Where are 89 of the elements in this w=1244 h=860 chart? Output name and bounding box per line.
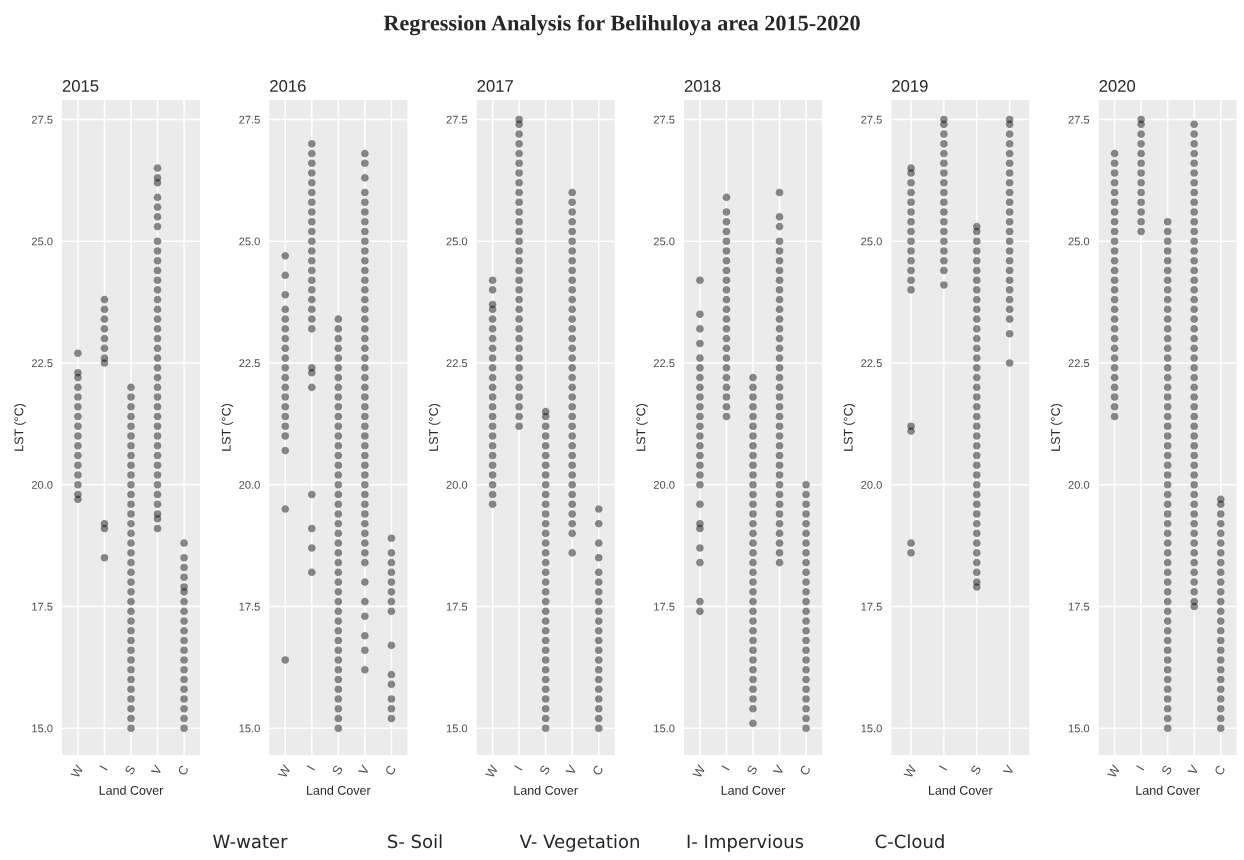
x-tick-label: I [306, 765, 315, 771]
y-tick-label: 15.0 [446, 724, 468, 733]
y-tick-label: 15.0 [239, 724, 260, 733]
y-tick-label: 22.5 [239, 359, 260, 368]
y-tick-label: 25.0 [31, 237, 53, 246]
x-tick-label: C [384, 764, 397, 776]
y-tick-label: 27.5 [1068, 115, 1090, 124]
y-tick-label: 17.5 [239, 602, 260, 611]
y-tick-label: 17.5 [654, 602, 675, 611]
text: W-water [213, 834, 288, 849]
y-tick-label: 17.5 [446, 602, 468, 611]
text: I- Impervious [687, 834, 804, 852]
x-tick-label: V [150, 764, 163, 776]
chart-title: 2015 [62, 80, 99, 92]
y-tick-label: 17.5 [32, 602, 53, 611]
x-tick-label: C [592, 764, 604, 776]
y-tick-label: 17.5 [861, 602, 882, 611]
x-tick-label: S [539, 764, 551, 776]
y-tick-label: 15.0 [1068, 724, 1090, 733]
y-tick-label: 22.5 [861, 359, 882, 368]
y-tick-label: 20.0 [31, 480, 53, 489]
text: S- Soil [388, 834, 442, 849]
y-axis-title: LST (°C) [221, 404, 234, 451]
y-tick-label: 20.0 [446, 480, 468, 489]
y-tick-label: 15.0 [654, 724, 675, 733]
x-tick-label: S [1161, 764, 1173, 776]
y-tick-label: 25.0 [653, 237, 675, 246]
text: Regression Analysis for Belihuloya area 2015-2020 [383, 14, 860, 36]
y-axis-title: LST (°C) [1050, 404, 1063, 451]
y-tick-label: 20.0 [653, 480, 675, 489]
x-tick-label: I [721, 765, 730, 771]
x-tick-label: S [746, 764, 758, 776]
chart-title: 2016 [270, 80, 306, 92]
x-tick-label: I [514, 765, 523, 771]
x-axis-title: Land Cover [929, 785, 993, 795]
y-tick-label: 27.5 [31, 115, 53, 124]
chart-title: 2017 [477, 80, 513, 92]
x-tick-label: S [970, 764, 982, 776]
x-tick-label: V [1002, 764, 1015, 776]
y-tick-label: 25.0 [446, 237, 468, 246]
y-tick-label: 25.0 [1068, 237, 1090, 246]
x-tick-label: S [331, 764, 344, 776]
x-tick-label: C [799, 764, 811, 776]
y-tick-label: 15.0 [32, 724, 53, 733]
x-tick-label: W [903, 764, 917, 779]
chart-title: 2019 [892, 80, 928, 92]
x-tick-label: I [938, 765, 947, 771]
x-tick-label: W [692, 764, 706, 779]
y-tick-label: 22.5 [446, 359, 468, 368]
x-tick-label: W [1107, 764, 1121, 779]
y-tick-label: 22.5 [31, 359, 53, 368]
x-tick-label: V [358, 764, 370, 776]
x-tick-label: W [70, 764, 84, 779]
y-tick-label: 27.5 [239, 115, 260, 124]
y-axis-title: LST (°C) [14, 404, 26, 451]
y-tick-label: 22.5 [1068, 359, 1090, 368]
x-axis-title: Land Cover [307, 785, 371, 795]
y-tick-label: 15.0 [861, 724, 882, 733]
y-tick-label: 25.0 [861, 237, 882, 246]
x-tick-label: C [177, 764, 189, 776]
x-axis-title: Land Cover [1136, 785, 1200, 795]
x-tick-label: V [1187, 764, 1200, 776]
y-axis-title: LST (°C) [843, 404, 856, 451]
y-tick-label: 20.0 [1068, 480, 1090, 489]
x-axis-title: Land Cover [99, 785, 164, 795]
y-axis-title: LST (°C) [636, 404, 648, 451]
y-tick-label: 20.0 [861, 480, 882, 489]
chart-title: 2020 [1099, 80, 1136, 92]
y-tick-label: 22.5 [653, 359, 675, 368]
x-tick-label: W [485, 764, 499, 779]
x-tick-label: V [565, 764, 578, 776]
y-tick-label: 27.5 [861, 115, 882, 124]
x-tick-label: W [277, 764, 291, 779]
text: C-Cloud [875, 834, 944, 849]
text: V- Vegetation [519, 834, 639, 852]
x-tick-label: C [1214, 764, 1226, 776]
y-tick-label: 20.0 [239, 480, 260, 489]
y-tick-label: 27.5 [446, 115, 468, 124]
y-tick-label: 25.0 [239, 237, 260, 246]
x-tick-label: I [99, 765, 108, 771]
x-axis-title: Land Cover [514, 785, 578, 795]
x-axis-title: Land Cover [721, 785, 786, 795]
x-tick-label: V [772, 764, 785, 776]
x-tick-label: I [1136, 765, 1145, 771]
y-tick-label: 17.5 [1068, 602, 1090, 611]
x-tick-label: S [124, 764, 136, 776]
y-axis-title: LST (°C) [428, 404, 441, 451]
chart-title: 2018 [684, 80, 721, 92]
y-tick-label: 27.5 [653, 115, 675, 124]
